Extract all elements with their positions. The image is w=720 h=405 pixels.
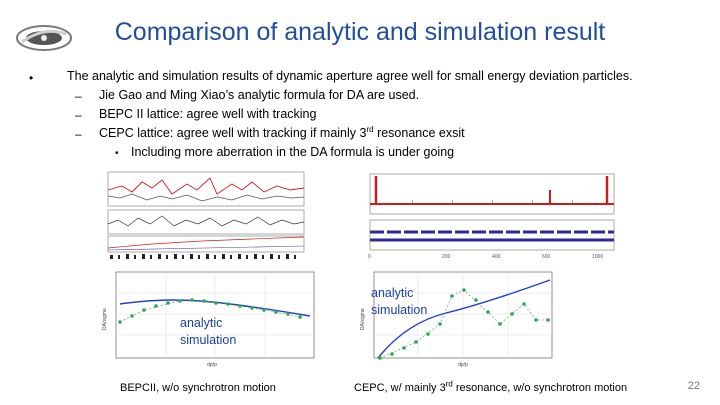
cepc-legend-analytic: analytic [371, 286, 414, 300]
cepc-legend-simulation: simulation [371, 303, 428, 317]
bepc-da-xlabel: dp/p [207, 362, 217, 368]
cepc-da-xlabel: dp/p [458, 362, 468, 368]
page-number: 22 [687, 380, 700, 392]
cepc-da-ylabel: DA/sigma [360, 308, 366, 330]
subsub-bullet-marker: • [115, 148, 119, 159]
bullet-marker: • [29, 71, 34, 85]
cepc-legend: analytic simulation [371, 285, 427, 319]
sub-bullet-marker: – [75, 127, 82, 141]
subsub-bullet: Including more aberration in the DA form… [131, 145, 455, 159]
svg-text:1000: 1000 [592, 254, 603, 260]
bullet-main: The analytic and simulation results of d… [67, 69, 633, 83]
bepc-da-ylabel: DA/sigma [102, 308, 108, 330]
bepc-caption: BEPCII, w/o synchrotron motion [120, 382, 276, 394]
bepc-da-plot: DA/sigma dp/p [102, 271, 315, 368]
cepc-caption-tail: resonance, w/o synchrotron motion [452, 382, 628, 394]
sub-bullet-1: Jie Gao and Ming Xiao’s analytic formula… [99, 88, 420, 102]
svg-text:0: 0 [368, 254, 371, 260]
institute-logo [16, 25, 72, 51]
cepc-da-plot: DA/sigma dp/p [360, 271, 553, 368]
sub-bullet-3-text: CEPC lattice: agree well with tracking i… [99, 126, 367, 140]
slide-title: Comparison of analytic and simulation re… [114, 18, 606, 46]
bepc-legend-analytic: analytic [180, 316, 223, 330]
svg-text:200: 200 [442, 254, 451, 260]
bepc-legend: analytic simulation [180, 315, 236, 349]
bepc-optics-plot [92, 168, 312, 260]
cepc-caption-sup: rd [445, 379, 453, 389]
sub-bullet-2: BEPC II lattice: agree well with trackin… [99, 107, 317, 121]
svg-text:600: 600 [542, 254, 551, 260]
sub-bullet-marker: – [75, 108, 82, 122]
sub-bullet-marker: – [75, 89, 82, 103]
sub-bullet-3-tail: resonance exsit [373, 126, 465, 140]
cepc-caption: CEPC, w/ mainly 3rd resonance, w/o synch… [354, 379, 628, 394]
bepc-legend-simulation: simulation [180, 333, 237, 347]
sub-bullet-3-sup: rd [366, 124, 374, 134]
cepc-caption-text: CEPC, w/ mainly 3 [354, 382, 446, 394]
sub-bullet-3: CEPC lattice: agree well with tracking i… [99, 124, 465, 141]
cepc-optics-plot: 0 200 400 600 1000 [352, 170, 620, 262]
svg-text:400: 400 [492, 254, 501, 260]
